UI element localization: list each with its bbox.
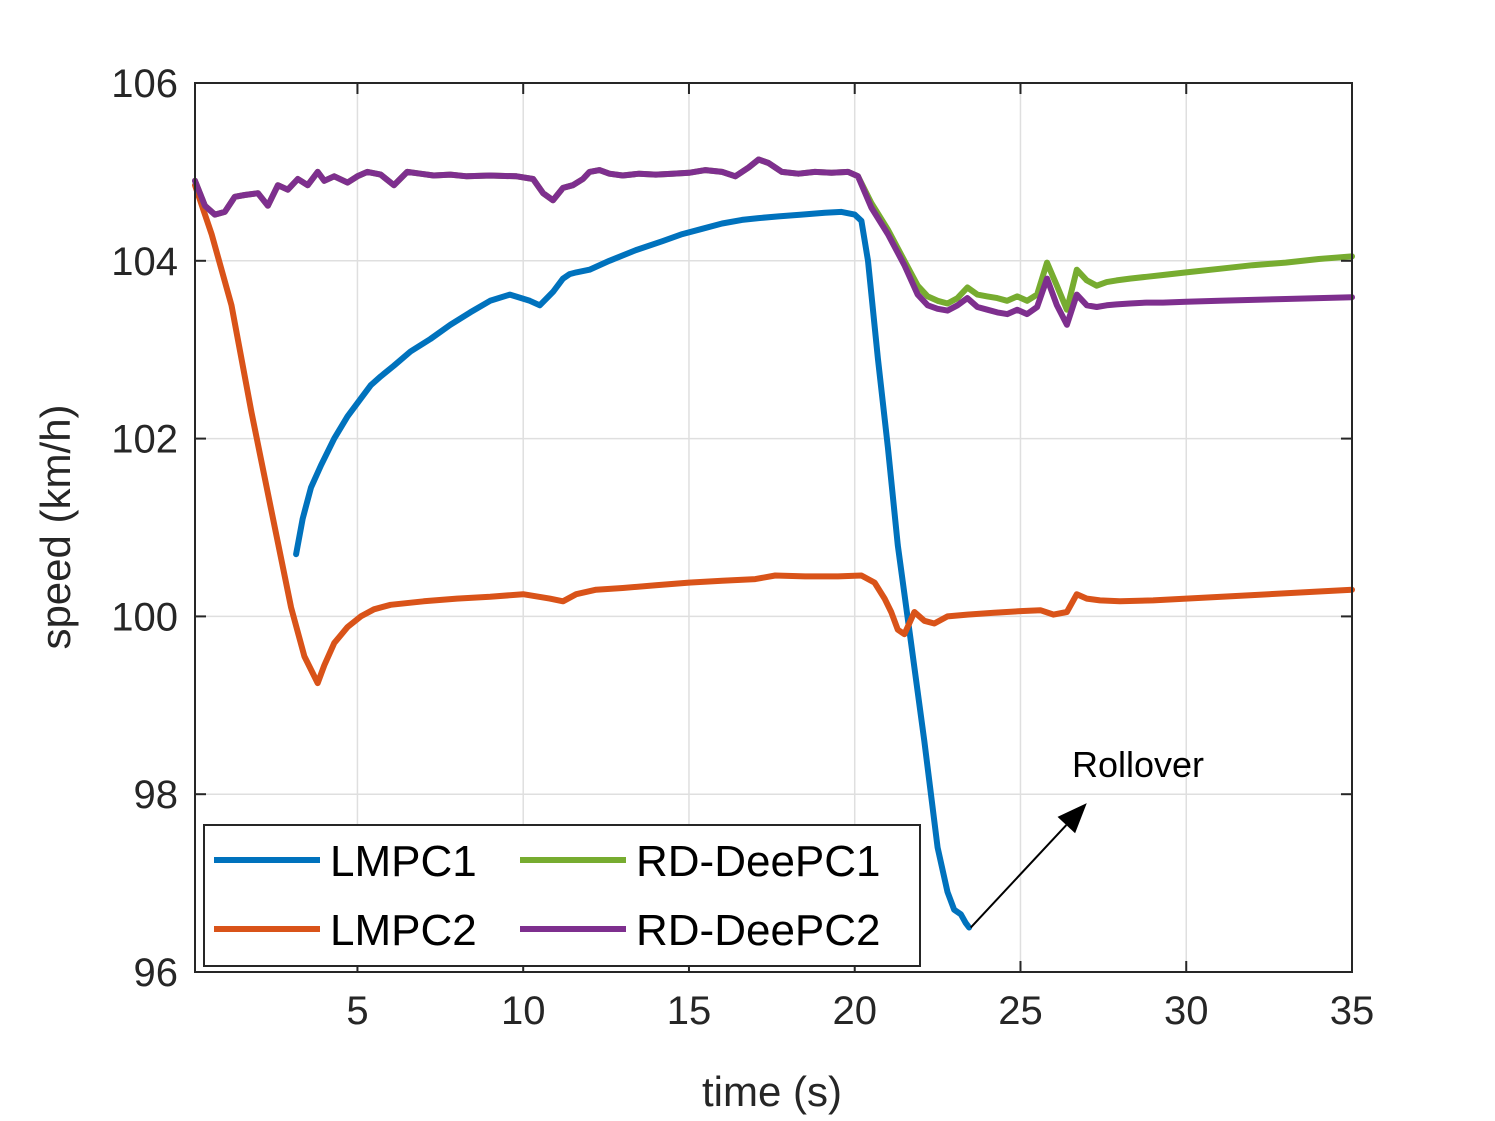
y-tick-label: 104 <box>111 240 178 284</box>
x-tick-label: 35 <box>1330 989 1375 1033</box>
rollover-annotation: Rollover <box>970 744 1204 929</box>
y-tick-label: 106 <box>111 62 178 106</box>
series-line-lmpc1 <box>293 208 973 931</box>
y-axis-label: speed (km/h) <box>32 404 79 649</box>
x-tick-label: 15 <box>667 989 712 1033</box>
y-tick-label: 98 <box>134 773 179 817</box>
legend-label-lmpc2: LMPC2 <box>330 906 477 955</box>
tick-marks <box>195 82 1353 973</box>
series-layer <box>192 156 1355 931</box>
legend-label-rd-deepc2: RD-DeePC2 <box>636 906 881 955</box>
x-tick-label: 10 <box>501 989 546 1033</box>
annotation-arrow <box>970 824 1068 929</box>
x-tick-label: 20 <box>832 989 877 1033</box>
y-tick-label: 100 <box>111 595 178 639</box>
legend-box <box>203 824 921 967</box>
annotation-arrowhead <box>1057 803 1087 834</box>
tick-labels: 5 10 15 20 25 30 35 96 98 100 102 104 106 <box>111 62 1374 1033</box>
y-tick-label: 102 <box>111 418 178 462</box>
legend-label-lmpc1: LMPC1 <box>330 837 477 886</box>
axes-box <box>194 82 1353 973</box>
series-line-lmpc2 <box>192 182 1355 687</box>
legend: LMPC1 LMPC2 RD-DeePC1 RD-DeePC2 <box>203 824 921 967</box>
x-tick-label: 30 <box>1164 989 1209 1033</box>
y-tick-label: 96 <box>134 951 179 995</box>
series-line-rd-deepc1 <box>192 156 1355 313</box>
series-line-rd-deepc2 <box>192 156 1355 328</box>
legend-label-rd-deepc1: RD-DeePC1 <box>636 837 881 886</box>
x-tick-label: 25 <box>998 989 1043 1033</box>
x-tick-label: 5 <box>346 989 368 1033</box>
annotation-text: Rollover <box>1072 744 1204 785</box>
x-axis-label: time (s) <box>702 1068 842 1115</box>
